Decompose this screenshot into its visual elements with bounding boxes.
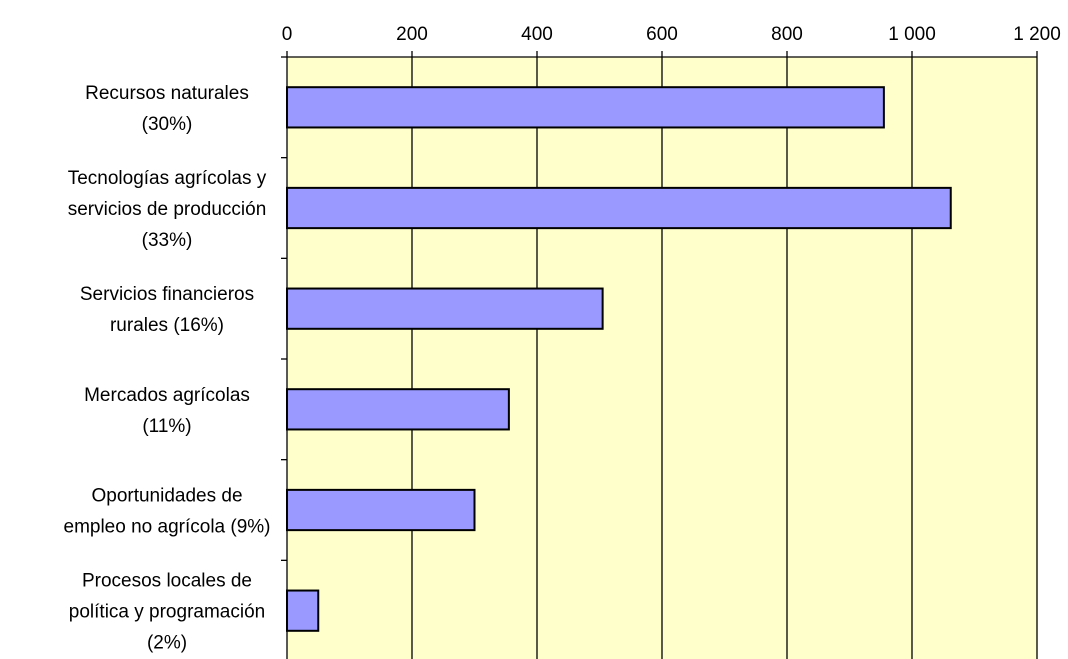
category-label-0: Recursos naturales (30%) bbox=[85, 83, 249, 135]
x-tick-label: 1 000 bbox=[888, 24, 936, 45]
category-label-line: empleo no agrícola (9%) bbox=[64, 517, 271, 538]
bar-1 bbox=[286, 186, 952, 230]
category-label-line: (2%) bbox=[147, 633, 187, 654]
category-label-5: Procesos locales de política y programaci… bbox=[69, 571, 265, 654]
category-label-line: Procesos locales de bbox=[82, 571, 252, 592]
category-label-2: Servicios financieros rurales (16%) bbox=[80, 284, 254, 336]
bar-5 bbox=[286, 589, 320, 632]
bar-3 bbox=[286, 388, 510, 431]
category-label-line: (11%) bbox=[142, 416, 191, 437]
x-tick-labels: 0 200 400 600 800 1 000 1 200 bbox=[282, 24, 1061, 45]
gridlines bbox=[411, 57, 1038, 659]
axes bbox=[281, 51, 1038, 659]
category-label-line: Mercados agrícolas bbox=[84, 385, 250, 406]
category-label-3: Mercados agrícolas (11%) bbox=[84, 385, 250, 437]
category-label-line: Servicios financieros bbox=[80, 284, 254, 305]
x-tick-label: 0 bbox=[282, 24, 293, 45]
x-tick-label: 800 bbox=[771, 24, 803, 45]
bar-2 bbox=[286, 287, 604, 330]
x-tick-label: 600 bbox=[646, 24, 678, 45]
bar-0 bbox=[286, 86, 885, 129]
x-tick-label: 1 200 bbox=[1013, 24, 1061, 45]
x-tick-label: 200 bbox=[396, 24, 428, 45]
category-label-line: política y programación bbox=[69, 602, 265, 623]
bar-4 bbox=[286, 488, 476, 532]
category-label-line: (33%) bbox=[142, 230, 193, 251]
category-label-line: Tecnologías agrícolas y bbox=[68, 168, 267, 189]
category-label-line: Oportunidades de bbox=[91, 486, 242, 507]
category-label-line: (30%) bbox=[142, 114, 193, 135]
x-tick-label: 400 bbox=[521, 24, 553, 45]
category-label-line: Recursos naturales bbox=[85, 83, 249, 104]
category-label-line: servicios de producción bbox=[68, 199, 267, 220]
bars bbox=[286, 86, 952, 632]
category-label-line: rurales (16%) bbox=[110, 315, 224, 336]
category-labels: Recursos naturales (30%) Tecnologías agríc… bbox=[64, 83, 271, 654]
category-label-4: Oportunidades de empleo no agrícola (9%) bbox=[64, 486, 271, 538]
category-label-1: Tecnologías agrícolas y servicios de prod… bbox=[68, 168, 267, 251]
